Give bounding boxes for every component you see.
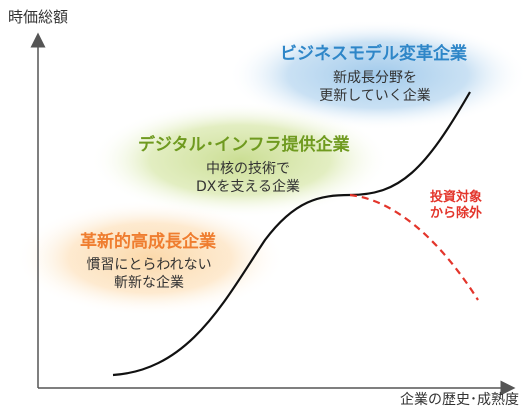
zone-desc-line: DXを支える企業 [196, 178, 300, 195]
zone-desc-line: 中核の技術で [206, 161, 290, 177]
decline-dashed-curve [349, 193, 479, 301]
exclusion-line: から除外 [429, 206, 482, 222]
zone-desc-line: 新成長分野を [333, 70, 417, 86]
zone-glow-business-model [228, 20, 528, 130]
y-axis-label: 時価総額 [8, 8, 69, 26]
zone-glow-innovative [15, 200, 285, 316]
growth-curve [112, 91, 471, 377]
zone-desc-line: 斬新な企業 [114, 274, 184, 291]
zone-title-business-model: ビジネスモデル変革企業 [280, 44, 467, 64]
zone-desc-line: 慣習にとらわれない [86, 257, 212, 273]
zone-desc-digital-infra: 中核の技術で DXを支える企業 [178, 161, 318, 196]
zone-glow-digital-infra [90, 102, 390, 218]
zone-desc-innovative: 慣習にとらわれない 斬新な企業 [74, 257, 224, 292]
exclusion-note: 投資対象 から除外 [416, 190, 496, 223]
zone-title-innovative: 革新的高成長企業 [80, 232, 216, 252]
zone-title-digital-infra: デジタル･インフラ提供企業 [138, 135, 350, 155]
zone-desc-business-model: 新成長分野を 更新していく企業 [300, 70, 450, 105]
x-axis-label: 企業の歴史･成熟度 [400, 392, 519, 408]
zone-desc-line: 更新していく企業 [319, 87, 431, 104]
exclusion-line: 投資対象 [429, 190, 482, 205]
